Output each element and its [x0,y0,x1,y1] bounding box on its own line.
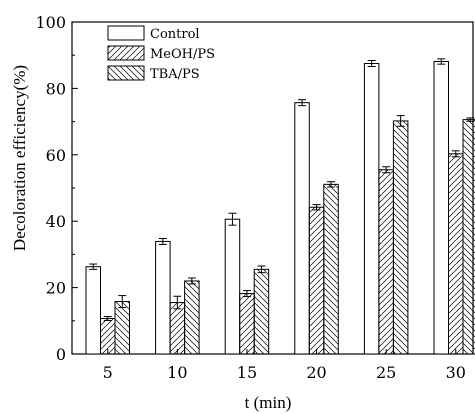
bar [363,63,380,355]
bar [462,119,475,355]
y-axis-title: Decoloration efficiency(%) [10,65,29,251]
bar [323,183,339,355]
x-tick-label: 15 [237,363,257,382]
y-tick-label: 0 [56,345,66,364]
legend: Control MeOH/PS TBA/PS [107,25,215,82]
y-tick-label: 80 [46,79,66,98]
x-tick-label: 30 [446,363,466,382]
x-axis: 5 10 15 20 25 30 [103,349,466,382]
bar [155,240,171,355]
bar [100,317,116,355]
bar [224,218,241,355]
bar [253,268,270,355]
bar [294,102,310,355]
bar [184,280,200,355]
bar [85,266,101,355]
bars [85,58,475,355]
bar [433,61,449,355]
bar [239,293,255,355]
bar [114,301,130,355]
legend-label: MeOH/PS [150,47,215,62]
x-tick-label: 25 [376,363,396,382]
legend-label: TBA/PS [150,67,200,82]
legend-swatch [107,45,145,61]
bar [392,120,409,355]
y-tick-label: 100 [35,13,66,32]
x-axis-title: t (min) [245,393,292,412]
y-tick-label: 40 [46,212,66,231]
x-tick-label: 20 [306,363,326,382]
bar [169,302,186,355]
bar [308,206,325,355]
y-tick-label: 20 [46,279,66,298]
legend-swatch [107,25,145,41]
legend-label: Control [150,27,200,42]
y-tick-label: 60 [46,146,66,165]
bar [448,153,464,355]
y-axis: 0 20 40 60 80 100 [35,13,78,364]
bar [378,169,394,355]
x-tick-label: 5 [103,363,113,382]
legend-swatch [107,65,145,81]
x-tick-label: 10 [167,363,187,382]
